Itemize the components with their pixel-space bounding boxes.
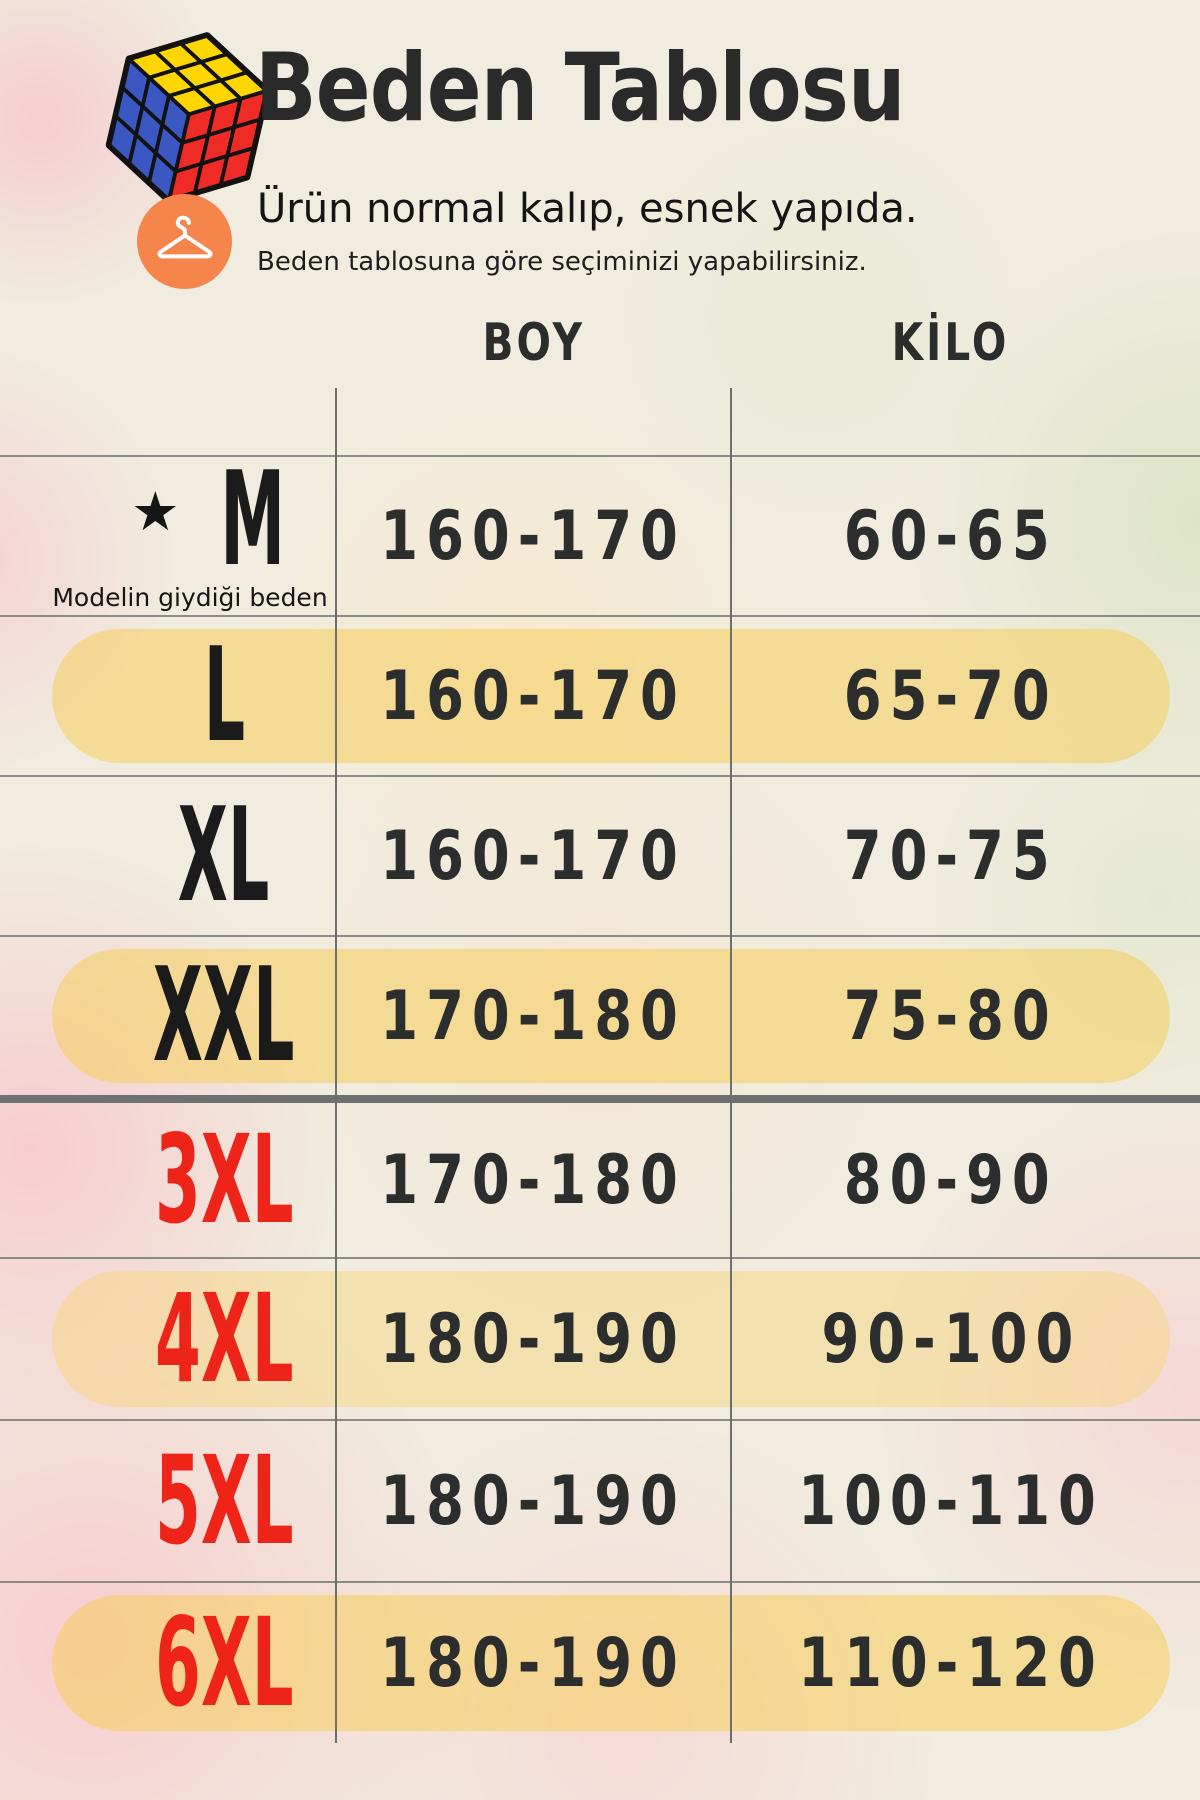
table-row-xl: XL 160-170 70-75 <box>0 775 1200 935</box>
size-label: M <box>219 442 285 595</box>
rubiks-cube-icon <box>105 32 271 204</box>
page-title: Beden Tablosu <box>255 34 906 143</box>
boy-cell: 170-180 <box>380 1140 687 1220</box>
star-icon: ★ <box>131 479 180 543</box>
kilo-cell: 110-120 <box>798 1623 1104 1703</box>
column-divider <box>335 388 337 1743</box>
boy-cell: 170-180 <box>380 976 687 1056</box>
row-highlight <box>52 1271 1170 1407</box>
size-cell: XXL <box>0 937 336 1095</box>
boy-cell: 180-190 <box>380 1623 687 1703</box>
size-label: L <box>203 619 245 772</box>
size-cell: L <box>0 617 336 775</box>
size-cell: 4XL <box>0 1259 336 1419</box>
kilo-cell: 60-65 <box>843 496 1058 576</box>
kilo-cell: 90-100 <box>821 1299 1081 1379</box>
hanger-badge <box>137 194 232 289</box>
size-label: 4XL <box>154 1267 294 1410</box>
size-cell: ★ M Modelin giydiği beden <box>0 442 336 615</box>
fit-description: Ürün normal kalıp, esnek yapıda. <box>257 186 918 232</box>
size-cell: 6XL <box>0 1583 336 1743</box>
table-row-m: ★ M Modelin giydiği beden 160-170 60-65 <box>0 442 1200 615</box>
kilo-cell: 80-90 <box>843 1140 1058 1220</box>
model-size-note: Modelin giydiği beden <box>52 583 328 613</box>
table-row-5xl: 5XL 180-190 100-110 <box>0 1419 1200 1581</box>
size-label: 3XL <box>154 1108 294 1251</box>
size-label: 5XL <box>154 1429 294 1572</box>
column-header-kilo: KİLO <box>892 313 1010 373</box>
size-cell: 3XL <box>0 1103 336 1257</box>
kilo-cell: 65-70 <box>843 656 1058 736</box>
row-highlight <box>52 1595 1170 1731</box>
size-label: XXL <box>153 939 295 1092</box>
column-header-boy: BOY <box>482 313 585 373</box>
row-highlight <box>52 629 1170 763</box>
size-label: 6XL <box>154 1591 294 1734</box>
boy-cell: 160-170 <box>380 816 687 896</box>
size-label: XL <box>178 779 270 932</box>
table-row-3xl: 3XL 170-180 80-90 <box>0 1095 1200 1257</box>
row-highlight <box>52 949 1170 1083</box>
table-row-xxl: XXL 170-180 75-80 <box>0 935 1200 1095</box>
table-row-6xl: 6XL 180-190 110-120 <box>0 1581 1200 1743</box>
kilo-cell: 75-80 <box>843 976 1058 1056</box>
size-cell: 5XL <box>0 1421 336 1581</box>
selection-hint: Beden tablosuna göre seçiminizi yapabili… <box>257 247 867 277</box>
column-divider <box>730 388 732 1743</box>
hanger-icon <box>157 215 212 258</box>
boy-cell: 160-170 <box>380 496 687 576</box>
kilo-cell: 70-75 <box>843 816 1058 896</box>
boy-cell: 160-170 <box>380 656 687 736</box>
size-table: ★ M Modelin giydiği beden 160-170 60-65 … <box>0 442 1200 1743</box>
size-cell: XL <box>0 777 336 935</box>
kilo-cell: 100-110 <box>798 1461 1104 1541</box>
boy-cell: 180-190 <box>380 1299 687 1379</box>
boy-cell: 180-190 <box>380 1461 687 1541</box>
table-row-l: L 160-170 65-70 <box>0 615 1200 775</box>
table-row-4xl: 4XL 180-190 90-100 <box>0 1257 1200 1419</box>
